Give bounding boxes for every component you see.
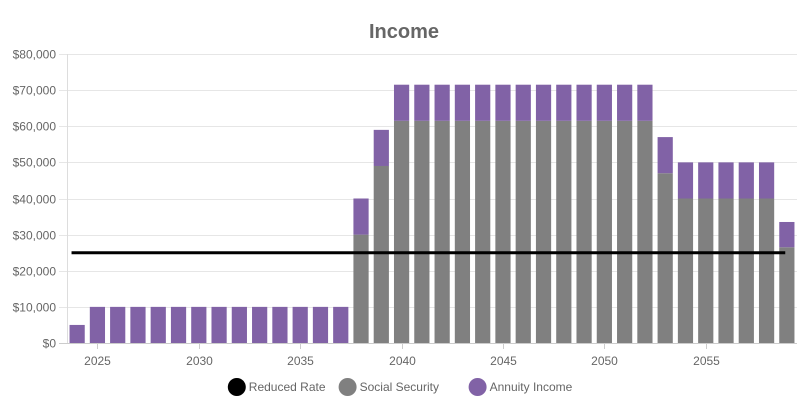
y-axis: $0 $10,000 $20,000 $30,000 $40,000 $50,000 $60…: [13, 48, 68, 351]
bar-social-security: [677, 198, 694, 343]
bar-annuity-income: [191, 306, 207, 343]
x-tick-label: 2050: [591, 354, 618, 368]
bar-annuity-income: [272, 306, 288, 343]
bar-annuity-income: [69, 324, 85, 343]
bar-annuity-income: [779, 221, 795, 248]
bar-annuity-income: [454, 84, 471, 121]
bar-annuity-income: [292, 306, 308, 343]
bar-social-security: [637, 120, 653, 343]
bar-social-security: [454, 120, 471, 343]
bar-social-security: [617, 120, 633, 343]
y-tick-label: $20,000: [13, 265, 57, 279]
bar-annuity-income: [698, 162, 714, 199]
legend-item-social-security[interactable]: Social Security: [338, 378, 439, 396]
bar-annuity-income: [211, 306, 227, 343]
bar-annuity-income: [170, 306, 187, 343]
legend-item-reduced-rate[interactable]: Reduced Rate: [227, 378, 326, 396]
bar-social-security: [353, 234, 369, 343]
x-tick-label: 2035: [287, 354, 314, 368]
bar-social-security: [698, 198, 714, 343]
bar-social-security: [576, 120, 592, 343]
bar-annuity-income: [333, 306, 349, 343]
bar-annuity-income: [373, 129, 389, 166]
bar-annuity-income: [556, 84, 572, 121]
bar-annuity-income: [130, 306, 146, 343]
legend-label-reduced-rate: Reduced Rate: [249, 380, 326, 394]
x-tick-label: 2040: [389, 354, 416, 368]
legend-swatch-social-security: [338, 378, 357, 396]
y-tick-label: $0: [43, 337, 57, 351]
bar-annuity-income: [353, 198, 369, 235]
bar-social-security: [657, 173, 673, 343]
y-tick-label: $70,000: [13, 84, 57, 98]
bar-annuity-income: [393, 84, 410, 121]
bar-social-security: [414, 120, 430, 343]
bar-social-security: [393, 120, 410, 343]
legend-label-annuity-income: Annuity Income: [490, 380, 573, 394]
bar-annuity-income: [617, 84, 633, 121]
bar-annuity-income: [231, 306, 247, 343]
bar-annuity-income: [758, 162, 775, 199]
bar-social-security: [556, 120, 572, 343]
bar-social-security: [779, 247, 795, 343]
y-tick-label: $50,000: [13, 156, 57, 170]
legend-item-annuity-income[interactable]: Annuity Income: [468, 378, 573, 396]
bar-annuity-income: [718, 162, 734, 199]
y-tick-label: $10,000: [13, 301, 57, 315]
bar-social-security: [373, 165, 389, 343]
x-tick-label: 2055: [693, 354, 720, 368]
bar-annuity-income: [515, 84, 531, 121]
bar-social-security: [515, 120, 531, 343]
bar-annuity-income: [89, 306, 106, 343]
chart-title: Income: [369, 21, 439, 43]
bar-annuity-income: [312, 306, 329, 343]
bar-annuity-income: [434, 84, 450, 121]
bar-annuity-income: [596, 84, 612, 121]
bar-annuity-income: [414, 84, 430, 121]
bar-annuity-income: [535, 84, 552, 121]
x-axis: 2025 2030 2035 2040 2045 2050 2055: [84, 343, 720, 368]
bar-annuity-income: [495, 84, 511, 121]
bar-social-security: [596, 120, 612, 343]
bar-social-security: [738, 198, 754, 343]
bar-annuity-income: [475, 84, 491, 121]
bar-annuity-income: [150, 306, 166, 343]
x-tick-label: 2045: [490, 354, 517, 368]
legend-label-social-security: Social Security: [360, 380, 439, 394]
y-tick-label: $40,000: [13, 193, 57, 207]
legend-swatch-reduced-rate: [227, 378, 246, 396]
y-tick-label: $80,000: [13, 48, 57, 62]
bar-social-security: [718, 198, 734, 343]
bar-social-security: [758, 198, 775, 343]
bar-annuity-income: [677, 162, 694, 199]
bar-annuity-income: [657, 137, 673, 174]
y-tick-label: $60,000: [13, 120, 57, 134]
bar-annuity-income: [576, 84, 592, 121]
bar-social-security: [535, 120, 552, 343]
bar-annuity-income: [110, 306, 126, 343]
x-tick-label: 2030: [186, 354, 213, 368]
legend-swatch-annuity-income: [468, 378, 487, 396]
bars: [69, 84, 795, 343]
bar-annuity-income: [637, 84, 653, 121]
bar-social-security: [475, 120, 491, 343]
bar-annuity-income: [738, 162, 754, 199]
x-tick-label: 2025: [84, 354, 111, 368]
bar-social-security: [434, 120, 450, 343]
bar-annuity-income: [252, 306, 268, 343]
y-tick-label: $30,000: [13, 229, 57, 243]
legend: Reduced Rate Social Security Annuity Incom…: [227, 378, 573, 396]
bar-social-security: [495, 120, 511, 343]
